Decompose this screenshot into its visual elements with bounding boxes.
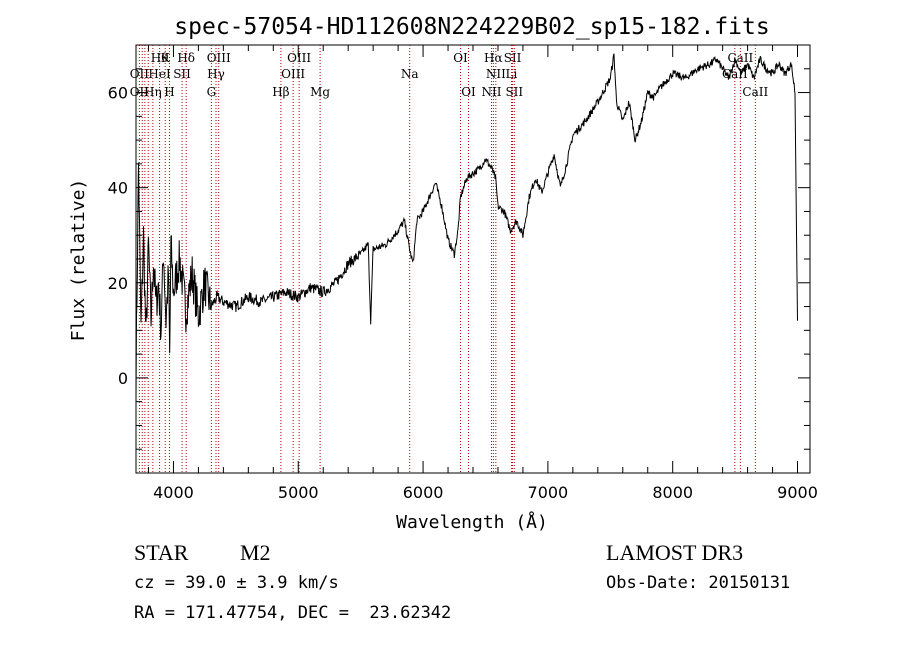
- line-label: SII: [173, 67, 191, 81]
- line-label: CaII: [722, 67, 748, 81]
- line-label: Hδ: [177, 51, 195, 65]
- x-tick-label: 7000: [528, 483, 569, 502]
- line-label: NII: [486, 67, 506, 81]
- line-label: Li: [506, 67, 518, 81]
- line-label: Hγ: [207, 67, 225, 81]
- line-label: Hθ: [151, 51, 169, 65]
- spectrum-line: [135, 53, 798, 400]
- line-label: K: [161, 51, 171, 65]
- emission-line-markers: [138, 45, 756, 473]
- y-tick-label: 20: [108, 274, 128, 293]
- x-axis-label: Wavelength (Å): [396, 511, 548, 533]
- line-label: OI: [461, 85, 476, 99]
- y-axis-label: Flux (relative): [68, 179, 89, 342]
- survey-name: LAMOST DR3: [606, 540, 744, 565]
- line-label: SII: [504, 51, 522, 65]
- line-label: Hα: [484, 51, 503, 65]
- line-label: OIII: [287, 51, 311, 65]
- y-tick-label: 40: [108, 179, 128, 198]
- x-tick-label: 8000: [652, 483, 693, 502]
- obs-date-line: Obs-Date: 20150131: [606, 573, 791, 593]
- line-label: G: [207, 85, 217, 99]
- line-label: OIII: [207, 51, 231, 65]
- object-class: STAR: [134, 540, 189, 565]
- line-label: Hη: [144, 85, 162, 99]
- object-subclass: M2: [240, 540, 271, 565]
- line-label: Hβ: [272, 85, 289, 99]
- line-label: OI: [453, 51, 468, 65]
- y-tick-label: 60: [108, 84, 128, 103]
- line-label: OIII: [281, 67, 305, 81]
- line-label: NII: [481, 85, 501, 99]
- axis-ticks: [136, 45, 810, 473]
- x-tick-label: 5000: [278, 483, 319, 502]
- chart-title: spec-57054-HD112608N224229B02_sp15-182.f…: [174, 14, 769, 40]
- line-label: OII: [130, 67, 150, 81]
- x-tick-label: 4000: [153, 483, 194, 502]
- line-label: Na: [401, 67, 419, 81]
- redshift-line: cz = 39.0 ± 3.9 km/s: [134, 573, 339, 593]
- axis-tick-labels: 4000 5000 6000 7000 8000 9000 0 20 40 60: [108, 84, 818, 502]
- line-label: CaII: [727, 51, 753, 65]
- y-tick-label: 0: [118, 369, 128, 388]
- line-label: HeI: [148, 67, 171, 81]
- line-label: CaII: [742, 85, 768, 99]
- spectrum-series: [135, 53, 798, 400]
- x-tick-label: 9000: [777, 483, 818, 502]
- plot-frame: [135, 44, 811, 474]
- line-label: Mg: [310, 85, 330, 99]
- line-label: H: [164, 85, 174, 99]
- x-tick-label: 6000: [403, 483, 444, 502]
- coordinates-line: RA = 171.47754, DEC = 23.62342: [134, 603, 452, 623]
- line-label: OII: [130, 85, 150, 99]
- line-label: SII: [505, 85, 523, 99]
